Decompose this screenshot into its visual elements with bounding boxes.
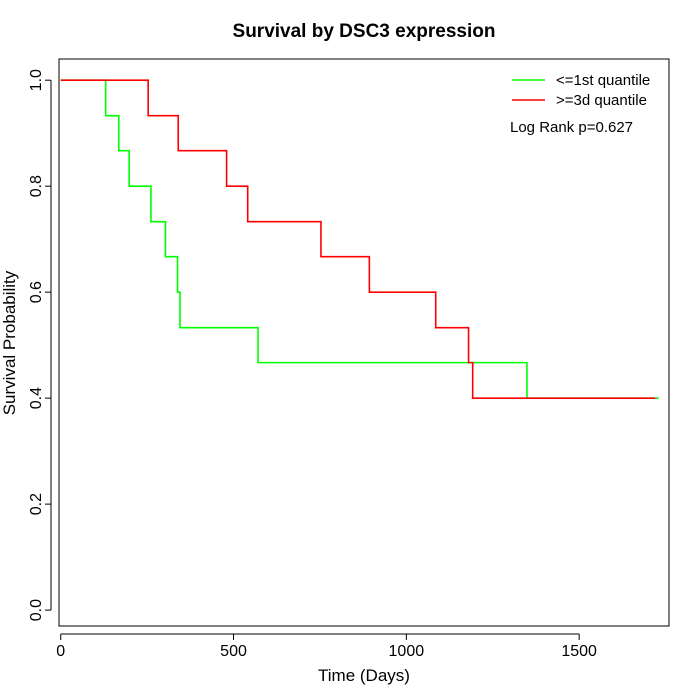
y-tick-label: 1.0 bbox=[28, 69, 45, 91]
y-tick-label: 0.0 bbox=[28, 599, 45, 621]
x-tick-label: 0 bbox=[56, 643, 65, 660]
x-tick-label: 1000 bbox=[389, 643, 425, 660]
x-tick-label: 500 bbox=[220, 643, 247, 660]
y-axis: 0.0 0.2 0.4 0.6 0.8 1.0 bbox=[28, 69, 52, 621]
chart-title: Survival by DSC3 expression bbox=[233, 21, 496, 42]
legend-label: >=3d quantile bbox=[556, 92, 647, 109]
y-tick-label: 0.4 bbox=[28, 387, 45, 409]
y-tick-label: 0.2 bbox=[28, 493, 45, 515]
log-rank-annotation: Log Rank p=0.627 bbox=[510, 119, 633, 136]
y-tick-label: 0.8 bbox=[28, 175, 45, 197]
x-tick-label: 1500 bbox=[561, 643, 597, 660]
survival-curve-series-2 bbox=[60, 79, 656, 399]
plot-frame bbox=[58, 58, 670, 627]
legend: <=1st quantile >=3d quantile bbox=[512, 72, 650, 109]
legend-label: <=1st quantile bbox=[556, 72, 650, 89]
x-axis-label: Time (Days) bbox=[318, 666, 410, 685]
y-tick-label: 0.6 bbox=[28, 281, 45, 303]
y-axis-label: Survival Probability bbox=[0, 270, 19, 415]
series-layer bbox=[60, 79, 659, 399]
survival-curve-series-1 bbox=[60, 79, 659, 399]
x-axis: 0 500 1000 1500 bbox=[56, 633, 597, 660]
